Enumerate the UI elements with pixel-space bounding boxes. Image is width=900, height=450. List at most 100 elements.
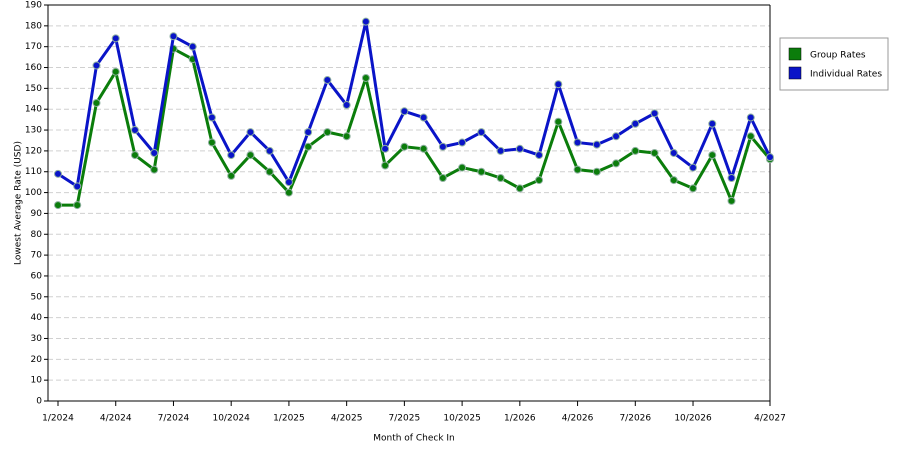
data-point: [612, 159, 621, 168]
y-tick-label: 130: [25, 126, 42, 136]
data-point: [727, 173, 736, 182]
data-point: [515, 184, 524, 193]
data-point: [284, 178, 293, 187]
data-point: [689, 163, 698, 172]
data-point: [342, 132, 351, 141]
data-point: [650, 148, 659, 157]
legend-swatch: [788, 66, 802, 80]
data-point: [400, 107, 409, 116]
data-point: [150, 165, 159, 174]
data-point: [477, 128, 486, 137]
y-tick-label: 170: [25, 42, 42, 52]
x-tick-label: 4/2026: [562, 414, 594, 424]
y-tick-label: 160: [25, 63, 42, 73]
legend-label: Group Rates: [810, 51, 866, 61]
data-point: [631, 119, 640, 128]
data-point: [458, 138, 467, 147]
y-tick-label: 20: [31, 355, 43, 365]
data-point: [227, 151, 236, 160]
data-point: [650, 109, 659, 118]
data-point: [92, 98, 101, 107]
data-point: [73, 182, 82, 191]
x-tick-label: 10/2025: [443, 414, 480, 424]
data-point: [73, 201, 82, 210]
data-point: [496, 173, 505, 182]
legend-box: [779, 37, 889, 91]
y-tick-label: 70: [31, 251, 43, 261]
data-point: [381, 161, 390, 170]
y-tick-label: 0: [36, 397, 42, 407]
data-point: [381, 144, 390, 153]
data-point: [188, 42, 197, 51]
data-point: [54, 201, 62, 210]
x-tick-label: 1/2024: [42, 414, 74, 424]
data-point: [496, 146, 505, 155]
data-point: [246, 128, 255, 137]
x-tick-label: 4/2025: [331, 414, 363, 424]
data-point: [227, 171, 236, 180]
data-point: [573, 138, 582, 147]
y-tick-label: 120: [25, 146, 42, 156]
data-point: [669, 176, 678, 185]
y-tick-label: 40: [31, 313, 43, 323]
data-point: [708, 151, 717, 160]
data-point: [323, 128, 332, 137]
data-point: [284, 188, 293, 197]
y-tick-label: 140: [25, 105, 42, 115]
data-point: [111, 67, 120, 76]
y-tick-label: 150: [25, 84, 42, 94]
x-axis-label: Month of Check In: [373, 434, 455, 444]
data-point: [746, 132, 755, 141]
x-tick-label: 10/2026: [674, 414, 712, 424]
data-point: [246, 151, 255, 160]
data-point: [304, 142, 313, 151]
plot-area: [48, 5, 770, 401]
x-tick-label: 10/2024: [212, 414, 250, 424]
x-tick-label: 7/2024: [158, 414, 190, 424]
data-point: [612, 132, 621, 141]
data-point: [438, 142, 447, 151]
y-tick-label: 110: [25, 167, 42, 177]
data-point: [727, 196, 736, 205]
data-point: [631, 146, 640, 155]
legend: Group Rates Individual Rates: [779, 37, 889, 91]
x-tick-label: 7/2026: [619, 414, 651, 424]
x-tick-label: 1/2026: [504, 414, 536, 424]
data-point: [111, 34, 120, 43]
data-point: [554, 80, 563, 89]
data-point: [207, 113, 216, 122]
data-point: [400, 142, 409, 151]
data-point: [54, 169, 62, 178]
data-point: [130, 151, 139, 160]
data-point: [304, 128, 313, 137]
data-point: [766, 153, 774, 162]
y-tick-label: 100: [25, 188, 42, 198]
legend-label: Individual Rates: [810, 70, 882, 80]
data-point: [419, 113, 428, 122]
data-point: [265, 167, 274, 176]
data-point: [477, 167, 486, 176]
data-point: [342, 101, 351, 110]
data-point: [130, 126, 139, 135]
data-point: [592, 140, 601, 149]
x-tick-label: 1/2025: [273, 414, 305, 424]
y-tick-label: 30: [31, 334, 43, 344]
data-point: [265, 146, 274, 155]
data-point: [458, 163, 467, 172]
data-point: [92, 61, 101, 70]
data-point: [150, 148, 159, 157]
y-tick-label: 190: [25, 1, 42, 11]
data-point: [419, 144, 428, 153]
data-point: [573, 165, 582, 174]
data-point: [669, 148, 678, 157]
data-point: [554, 117, 563, 126]
y-tick-label: 90: [31, 209, 43, 219]
data-point: [361, 73, 370, 82]
data-point: [535, 151, 544, 160]
y-tick-label: 10: [31, 376, 43, 386]
data-point: [169, 32, 178, 41]
y-axis-label: Lowest Average Rate (USD): [14, 141, 24, 265]
data-point: [323, 76, 332, 85]
data-point: [535, 176, 544, 185]
